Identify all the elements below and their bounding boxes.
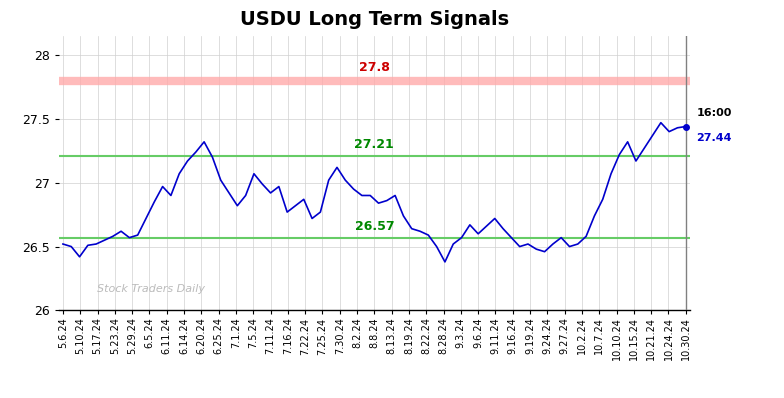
Text: Stock Traders Daily: Stock Traders Daily (96, 284, 205, 294)
Text: 27.8: 27.8 (359, 61, 390, 74)
Text: 16:00: 16:00 (696, 107, 731, 117)
Text: 27.44: 27.44 (696, 133, 731, 143)
Title: USDU Long Term Signals: USDU Long Term Signals (240, 10, 509, 29)
Text: 26.57: 26.57 (354, 220, 394, 232)
Text: 27.21: 27.21 (354, 138, 394, 151)
